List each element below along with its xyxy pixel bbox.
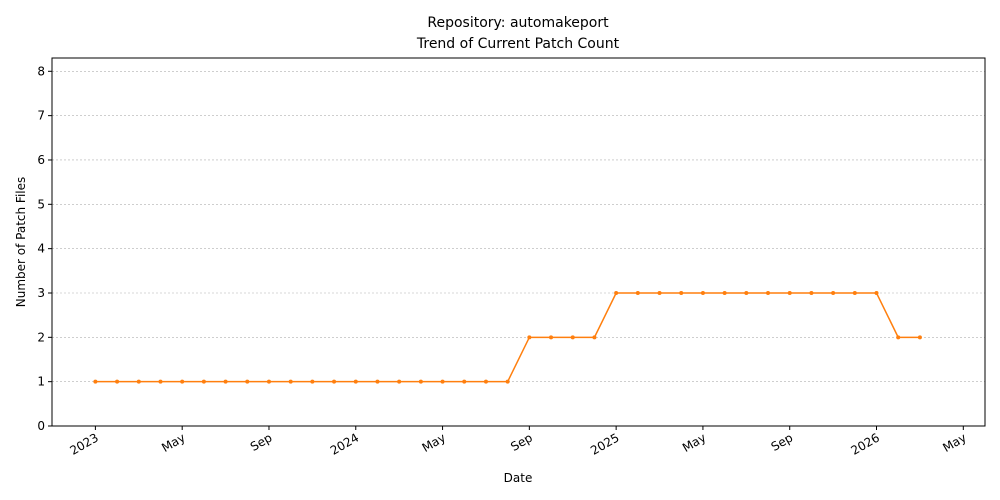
point [180, 379, 185, 384]
point [635, 290, 640, 295]
x-tick-label: May [420, 430, 448, 455]
plot-frame [51, 57, 986, 427]
y-tick-label: 8 [37, 64, 45, 78]
chart-subtitle: Trend of Current Patch Count [416, 36, 620, 52]
point [917, 335, 922, 340]
point [440, 379, 445, 384]
point [679, 290, 684, 295]
y-axis-label: Number of Patch Files [14, 177, 28, 308]
x-tick-label: May [159, 430, 187, 455]
point [483, 379, 488, 384]
point [874, 290, 879, 295]
x-tick-label: Sep [769, 430, 796, 453]
point [310, 379, 315, 384]
x-tick-label: 2025 [588, 430, 621, 457]
y-tick-label: 0 [37, 419, 45, 433]
point [266, 379, 271, 384]
y-tick-label: 2 [37, 330, 45, 344]
chart-title: Repository: automakeport [427, 15, 609, 31]
point [896, 335, 901, 340]
x-tick-label: Sep [248, 430, 275, 453]
point [418, 379, 423, 384]
point [744, 290, 749, 295]
point [766, 290, 771, 295]
point [549, 335, 554, 340]
y-tick-label: 7 [37, 109, 45, 123]
x-tick-label: 2024 [328, 430, 361, 457]
point [375, 379, 380, 384]
y-tick-label: 4 [37, 242, 45, 256]
point [201, 379, 206, 384]
x-tick-label: 2023 [67, 430, 100, 457]
point [245, 379, 250, 384]
x-tick-label: May [940, 430, 968, 455]
point [353, 379, 358, 384]
point [462, 379, 467, 384]
x-tick-label: 2026 [849, 430, 882, 457]
y-tick-label: 1 [37, 375, 45, 389]
point [527, 335, 532, 340]
y-tick-label: 5 [37, 197, 45, 211]
point [570, 335, 575, 340]
point [722, 290, 727, 295]
point [852, 290, 857, 295]
point [288, 379, 293, 384]
point [223, 379, 228, 384]
point [809, 290, 814, 295]
point [136, 379, 141, 384]
point [505, 379, 510, 384]
point [700, 290, 705, 295]
point [831, 290, 836, 295]
x-tick-label: Sep [508, 430, 535, 453]
point [115, 379, 120, 384]
y-tick-label: 3 [37, 286, 45, 300]
x-axis-label: Date [504, 471, 533, 485]
y-tick-label: 6 [37, 153, 45, 167]
x-tick-label: May [680, 430, 708, 455]
point [93, 379, 98, 384]
point [397, 379, 402, 384]
point [332, 379, 337, 384]
point [787, 290, 792, 295]
point [657, 290, 662, 295]
point [158, 379, 163, 384]
point [614, 290, 619, 295]
point [592, 335, 597, 340]
